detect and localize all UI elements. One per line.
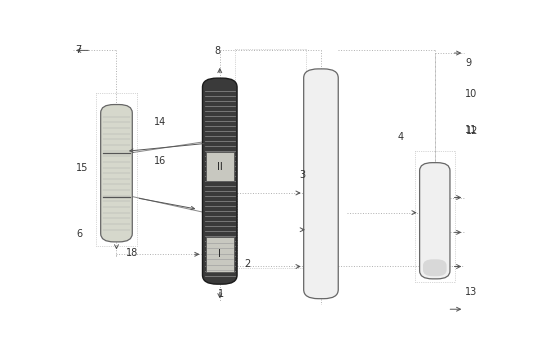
Text: 18: 18 — [126, 248, 138, 258]
Text: 10: 10 — [465, 89, 478, 99]
Text: 1: 1 — [218, 289, 224, 299]
Text: 12: 12 — [466, 126, 479, 136]
Text: 8: 8 — [215, 46, 221, 56]
Text: 6: 6 — [76, 229, 83, 239]
FancyBboxPatch shape — [101, 105, 132, 242]
Text: 13: 13 — [465, 287, 478, 297]
Text: 11: 11 — [465, 126, 478, 135]
Text: II: II — [217, 162, 222, 172]
Text: 2: 2 — [244, 259, 250, 269]
FancyBboxPatch shape — [202, 78, 237, 284]
FancyBboxPatch shape — [419, 163, 450, 279]
Text: 4: 4 — [398, 132, 404, 142]
Text: 14: 14 — [154, 117, 166, 127]
Bar — [206, 152, 234, 181]
Text: 16: 16 — [154, 155, 166, 166]
Text: 3: 3 — [299, 169, 305, 179]
FancyBboxPatch shape — [304, 69, 338, 299]
Text: 15: 15 — [76, 163, 89, 173]
Text: 7: 7 — [76, 45, 82, 55]
Text: 9: 9 — [465, 58, 471, 68]
Text: I: I — [218, 249, 221, 259]
FancyBboxPatch shape — [423, 259, 447, 276]
Bar — [206, 237, 234, 272]
